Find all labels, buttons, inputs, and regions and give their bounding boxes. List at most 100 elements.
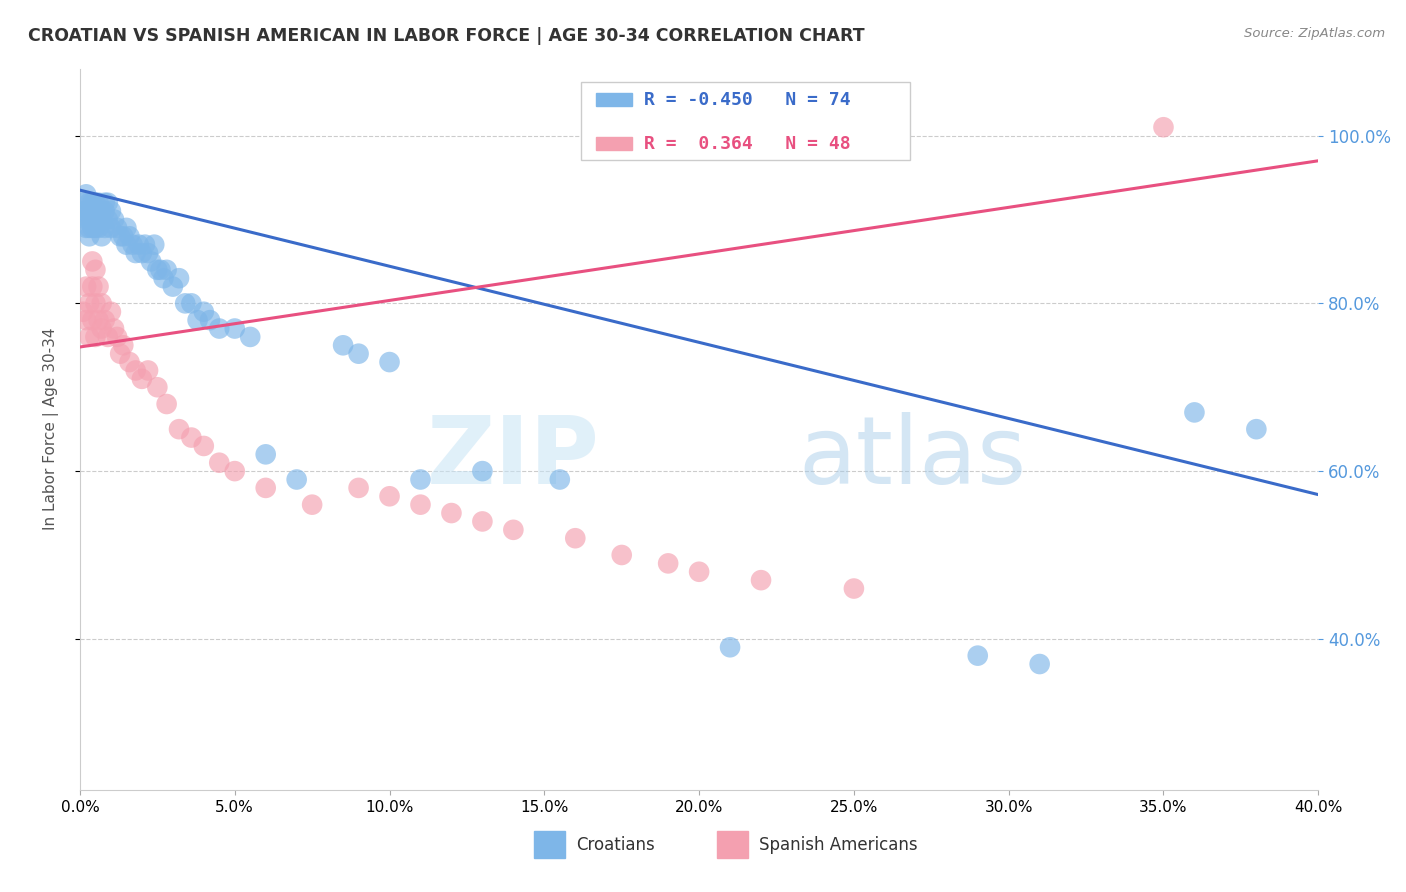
Point <box>347 481 370 495</box>
Point <box>198 313 221 327</box>
Point <box>84 195 107 210</box>
Point <box>167 422 190 436</box>
Point <box>77 229 100 244</box>
Point <box>90 212 112 227</box>
Point <box>77 204 100 219</box>
Point <box>239 330 262 344</box>
Point <box>124 246 146 260</box>
Point <box>75 279 97 293</box>
Point <box>77 220 100 235</box>
Point <box>87 279 110 293</box>
Point <box>82 313 104 327</box>
Point <box>1184 405 1206 419</box>
Point <box>440 506 463 520</box>
Point <box>193 305 215 319</box>
Point <box>77 195 100 210</box>
Point <box>72 195 94 210</box>
Point <box>84 220 107 235</box>
Point <box>502 523 524 537</box>
Point <box>1028 657 1050 671</box>
Point <box>610 548 633 562</box>
Point <box>180 431 202 445</box>
Bar <box>582 82 910 161</box>
Point <box>82 212 104 227</box>
Text: CROATIAN VS SPANISH AMERICAN IN LABOR FORCE | AGE 30-34 CORRELATION CHART: CROATIAN VS SPANISH AMERICAN IN LABOR FO… <box>28 27 865 45</box>
Point <box>1153 120 1175 135</box>
Point <box>149 262 172 277</box>
Point <box>118 355 141 369</box>
Point <box>1246 422 1268 436</box>
Point <box>108 229 131 244</box>
Point <box>187 313 209 327</box>
Text: Source: ZipAtlas.com: Source: ZipAtlas.com <box>1244 27 1385 40</box>
Point <box>657 557 679 571</box>
Text: Spanish Americans: Spanish Americans <box>759 836 918 854</box>
Point <box>82 220 104 235</box>
Point <box>100 305 122 319</box>
Point <box>77 212 100 227</box>
Point <box>224 464 246 478</box>
Point <box>118 229 141 244</box>
Point <box>193 439 215 453</box>
Point <box>84 296 107 310</box>
Point <box>548 473 571 487</box>
Point <box>87 313 110 327</box>
Point <box>156 397 179 411</box>
Point <box>90 296 112 310</box>
Point <box>688 565 710 579</box>
Point <box>93 220 115 235</box>
Point <box>301 498 323 512</box>
Point <box>90 229 112 244</box>
Point <box>77 330 100 344</box>
Point <box>93 313 115 327</box>
Point <box>378 355 401 369</box>
Point <box>136 246 159 260</box>
Text: Croatians: Croatians <box>576 836 655 854</box>
Point <box>409 473 432 487</box>
Point <box>87 212 110 227</box>
Point <box>254 481 277 495</box>
Point <box>162 279 184 293</box>
Point <box>471 464 494 478</box>
Bar <box>596 137 633 150</box>
Point <box>90 204 112 219</box>
Point <box>146 262 169 277</box>
Point <box>97 330 120 344</box>
Point <box>72 204 94 219</box>
Point <box>112 338 135 352</box>
Point <box>131 246 153 260</box>
Point <box>87 195 110 210</box>
Point <box>180 296 202 310</box>
Point <box>75 212 97 227</box>
Point <box>84 204 107 219</box>
Point <box>208 321 231 335</box>
Point <box>143 237 166 252</box>
Point <box>471 515 494 529</box>
Bar <box>596 93 633 106</box>
Point <box>75 187 97 202</box>
Text: ZIP: ZIP <box>427 412 600 504</box>
Point <box>82 254 104 268</box>
Point <box>77 296 100 310</box>
Point <box>112 229 135 244</box>
Point <box>82 195 104 210</box>
Point <box>97 195 120 210</box>
Point <box>100 220 122 235</box>
Point <box>136 363 159 377</box>
Point <box>156 262 179 277</box>
Y-axis label: In Labor Force | Age 30-34: In Labor Force | Age 30-34 <box>44 328 59 531</box>
Point <box>115 220 138 235</box>
Point <box>100 204 122 219</box>
Point <box>87 220 110 235</box>
Point <box>72 305 94 319</box>
Point <box>105 330 128 344</box>
Point <box>141 254 163 268</box>
Point <box>108 347 131 361</box>
Point <box>842 582 865 596</box>
Point <box>82 279 104 293</box>
Point <box>103 212 125 227</box>
Point <box>97 212 120 227</box>
Point <box>409 498 432 512</box>
Point <box>224 321 246 335</box>
Point <box>75 204 97 219</box>
